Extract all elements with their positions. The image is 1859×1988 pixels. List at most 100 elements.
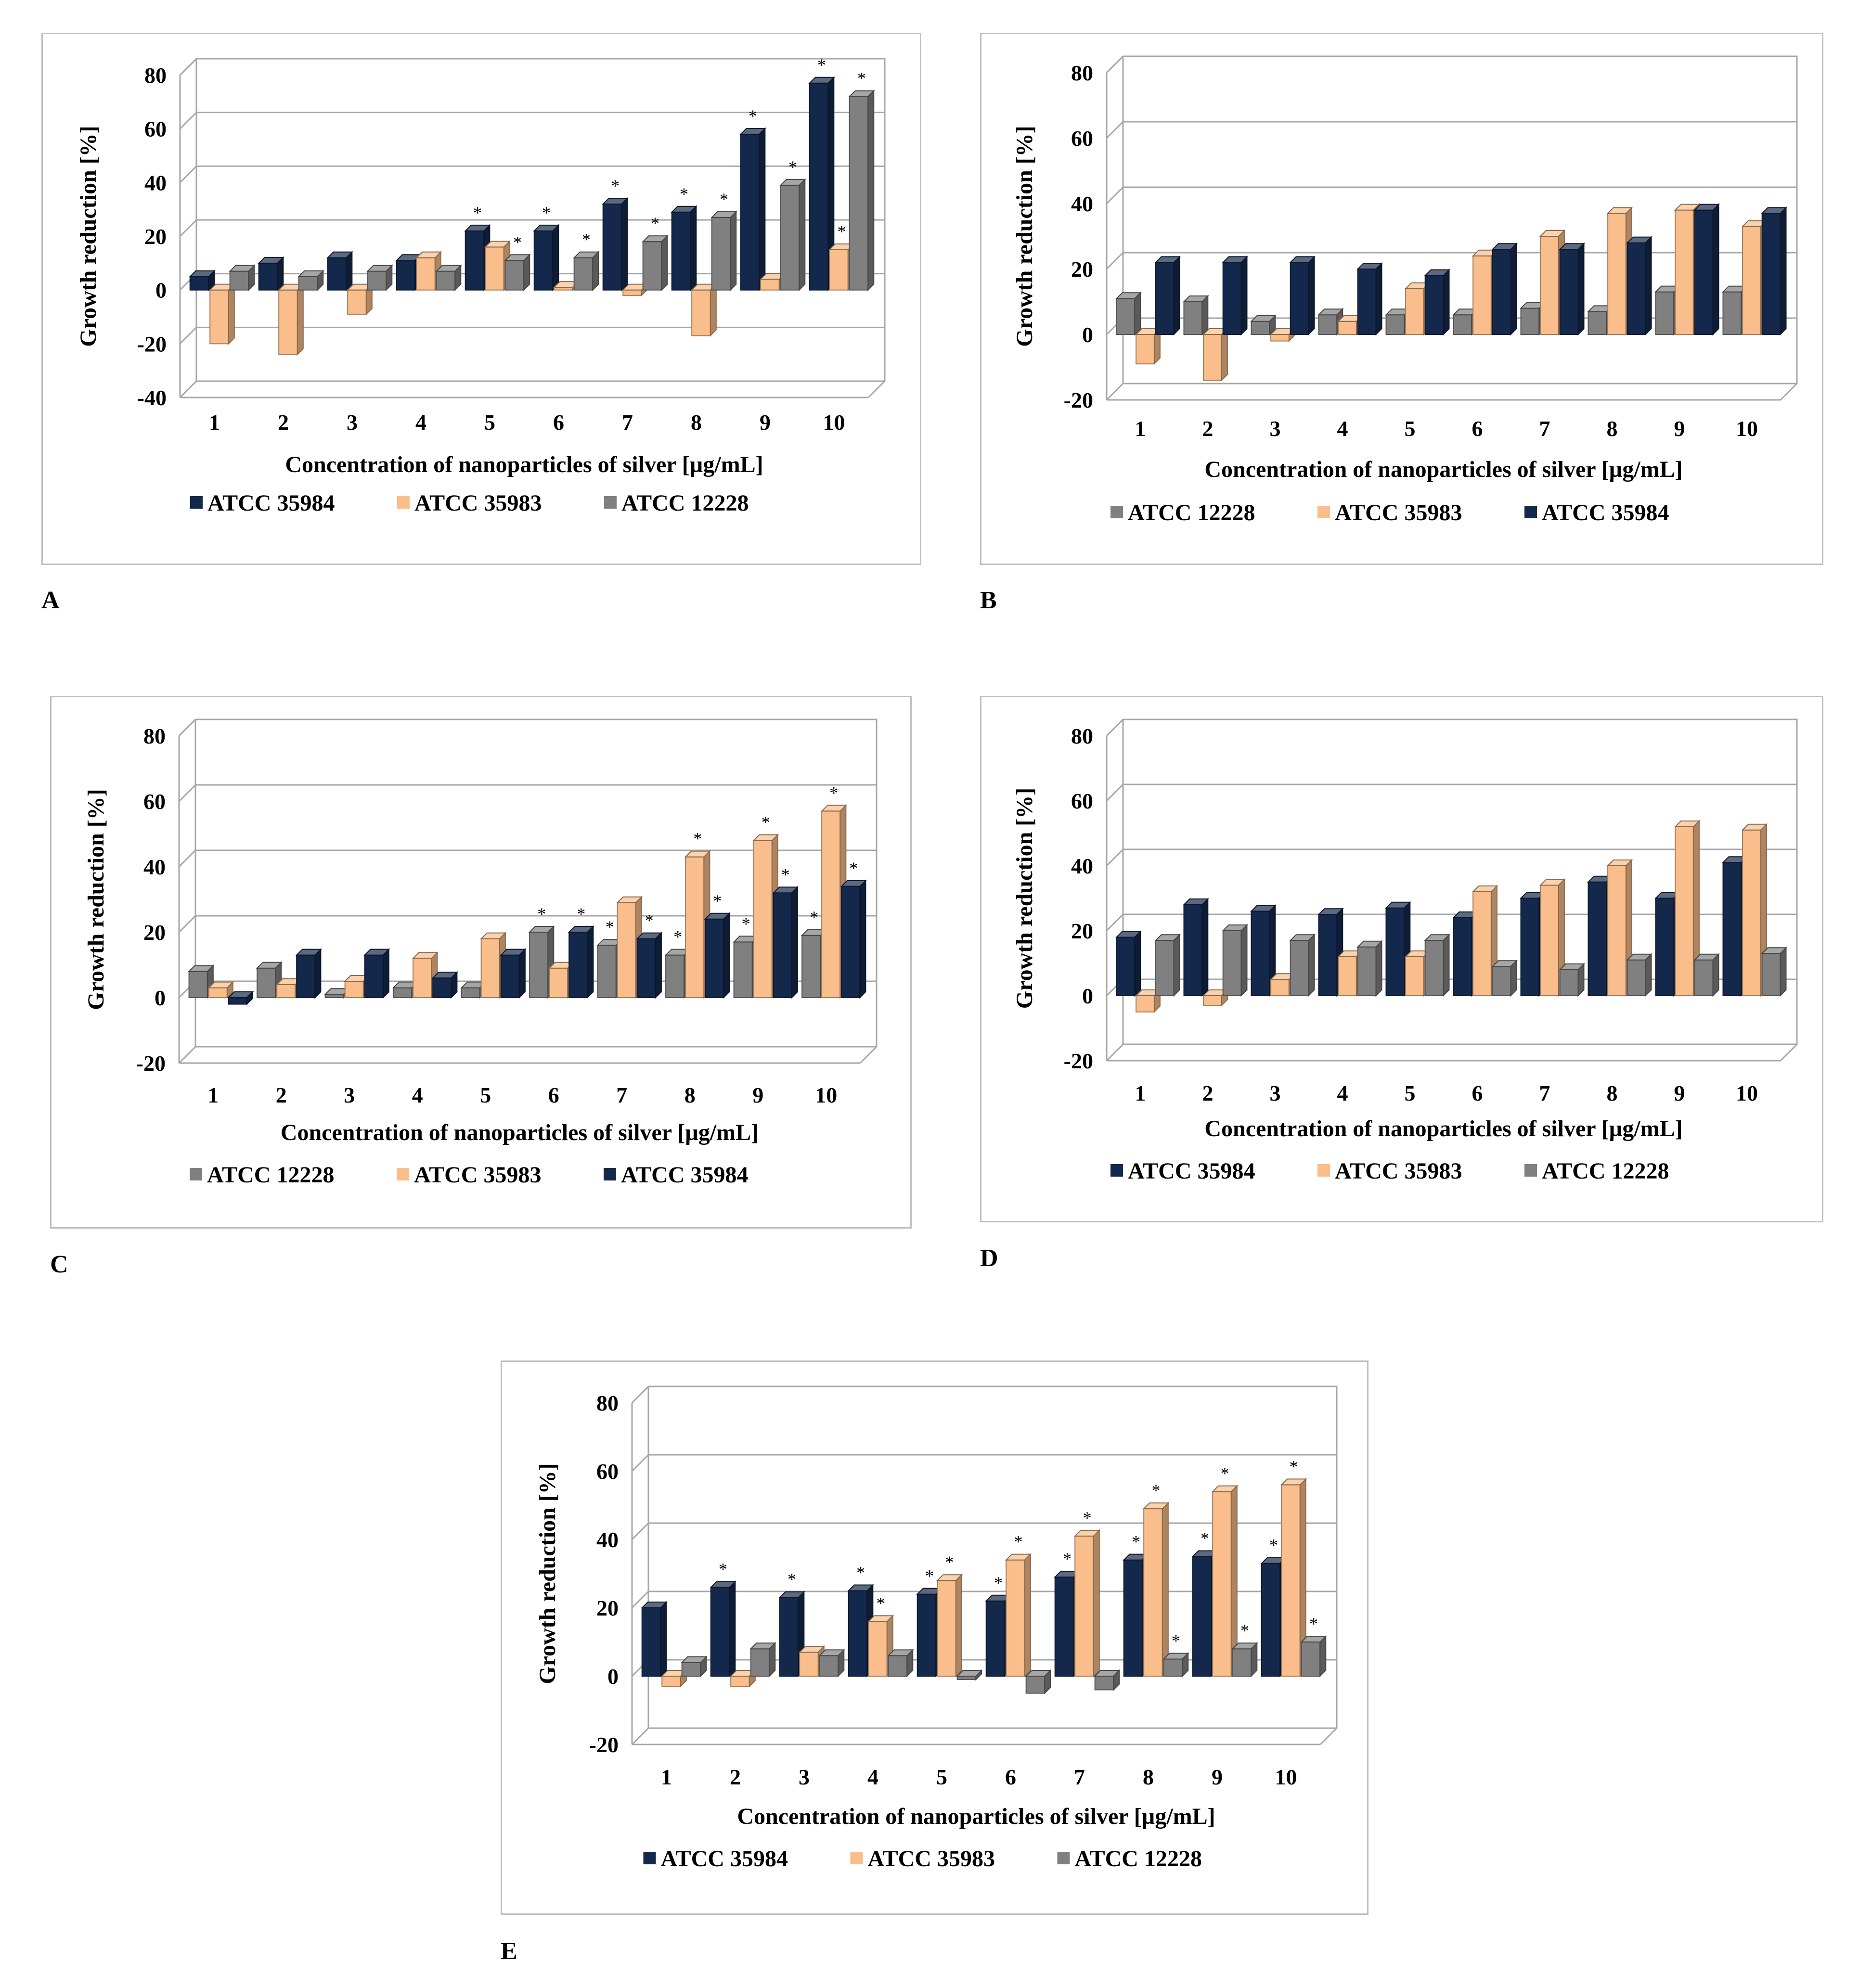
- chart-b-bar-face-atcc-35983-10: [1742, 226, 1761, 335]
- chart-d-bar-top-atcc-35983-9: [1674, 821, 1701, 827]
- chart-b-y-tick-label: 0: [1082, 322, 1093, 347]
- chart-b-x-tick-label: 8: [1607, 416, 1618, 441]
- chart-e-legend-swatch-atcc-35983: [850, 1852, 863, 1864]
- chart-e-bar-face-atcc-35983-3: [799, 1652, 819, 1677]
- chart-b-bar-face-atcc-35983-6: [1472, 255, 1492, 335]
- chart-c-bar-face-atcc-12228-10: [801, 935, 821, 998]
- chart-e-bar-top-atcc-12228-3: [818, 1649, 845, 1656]
- chart-b-x-tick-label: 7: [1539, 416, 1550, 441]
- chart-e-y-tick-label: 40: [596, 1527, 619, 1552]
- chart-d-gridline-side: [1106, 913, 1124, 932]
- chart-d-bar-atcc-12228-6: [1491, 959, 1518, 997]
- chart-d-bar-top-atcc-12228-1: [1154, 934, 1181, 941]
- chart-d-bar-face-atcc-12228-4: [1357, 946, 1377, 996]
- chart-d-gridline-side: [1106, 718, 1124, 737]
- chart-d-bar-side-atcc-12228-9: [1712, 953, 1719, 997]
- chart-c-bar-face-atcc-35983-7: [617, 902, 636, 998]
- chart-c-significance-star-atcc-12228-9: *: [742, 914, 750, 933]
- chart-c-significance-star-atcc-12228-7: *: [606, 917, 614, 936]
- chart-c-bar-face-atcc-35984-2: [296, 954, 316, 998]
- chart-e-bar-top-atcc-12228-6: [1025, 1670, 1052, 1677]
- chart-c-bar-top-atcc-35984-4: [431, 972, 458, 979]
- chart-d-bar-top-atcc-35983-8: [1606, 859, 1633, 866]
- chart-d-bar-top-atcc-35984-3: [1250, 905, 1277, 912]
- chart-d-legend-swatch-atcc-35984: [1110, 1164, 1123, 1177]
- chart-e-significance-star-atcc-35984-5: *: [925, 1566, 934, 1586]
- chart-d-y-tick-label: 20: [1071, 919, 1093, 943]
- chart-c-svg: -20 0 20 40 60 80 1 2 3 4 5 * * 6 * * 7 * * * 8 * * * 9 * * * 10 Conc…: [83, 718, 878, 1188]
- chart-c-gridline-side: [178, 849, 196, 868]
- chart-e-significance-star-atcc-35984-7: *: [1063, 1549, 1072, 1568]
- chart-d-bar-face-atcc-35983-10: [1742, 829, 1761, 996]
- chart-c-bar-atcc-35984-5: [500, 948, 527, 999]
- chart-b-bar-face-atcc-35983-8: [1607, 213, 1627, 335]
- chart-e-bar-top-atcc-35984-1: [641, 1602, 668, 1608]
- chart-a-bar-face-atcc-35984-1: [189, 276, 209, 291]
- chart-a-bar-atcc-12228-9: [779, 178, 806, 292]
- chart-c-bar-atcc-35984-1: [227, 990, 254, 1006]
- chart-b-bar-atcc-35983-2: [1202, 327, 1229, 382]
- chart-e-bar-top-atcc-12228-8: [1162, 1653, 1189, 1660]
- chart-e-bar-atcc-12228-8: [1162, 1652, 1189, 1678]
- chart-d-legend-label-atcc-12228: ATCC 12228: [1542, 1158, 1669, 1184]
- chart-b-bar-atcc-35984-8: [1626, 236, 1652, 336]
- chart-b-x-tick-label: 5: [1405, 416, 1416, 441]
- chart-a-bar-atcc-35984-6: [533, 224, 560, 292]
- chart-b-legend-label-atcc-12228: ATCC 12228: [1128, 500, 1255, 526]
- chart-b-bar-top-atcc-35983-8: [1606, 207, 1633, 214]
- chart-a-y-tick-label: 0: [155, 278, 167, 303]
- chart-b-bar-side-atcc-35984-2: [1240, 255, 1248, 336]
- chart-e-legend-label-atcc-12228: ATCC 12228: [1075, 1846, 1202, 1872]
- chart-a-significance-star-atcc-35984-6: *: [542, 203, 551, 222]
- chart-e-bar-face-atcc-35983-6: [1006, 1559, 1025, 1677]
- chart-a-bar-top-atcc-12228-9: [779, 179, 806, 186]
- chart-e-bar-top-atcc-35983-8: [1142, 1502, 1170, 1510]
- chart-c-bar-face-atcc-35984-5: [500, 954, 520, 998]
- chart-e-bar-side-atcc-35983-5: [955, 1573, 962, 1678]
- chart-c-gridline-side: [178, 1046, 196, 1064]
- chart-e-bar-face-atcc-12228-10: [1301, 1642, 1321, 1677]
- chart-e-x-axis-title: Concentration of nanoparticles of silver…: [737, 1804, 1215, 1829]
- chart-b-x-tick-label: 9: [1674, 416, 1685, 441]
- chart-c-y-tick-label: 60: [143, 789, 166, 814]
- chart-c-legend-label-atcc-12228: ATCC 12228: [207, 1162, 334, 1188]
- chart-b-gridline-side: [1106, 252, 1124, 270]
- chart-c-bar-atcc-35983-7: [616, 896, 643, 999]
- chart-e-bar-face-atcc-35983-7: [1074, 1535, 1094, 1677]
- chart-e-bar-side-atcc-35983-8: [1162, 1501, 1169, 1678]
- chart-e-bar-face-atcc-35984-2: [710, 1587, 730, 1677]
- chart-b-bar-face-atcc-35983-7: [1540, 236, 1559, 335]
- chart-c-legend-label-atcc-35983: ATCC 35983: [414, 1162, 541, 1188]
- chart-a-bar-face-atcc-35983-7: [622, 289, 642, 296]
- chart-a-bar-top-atcc-12228-3: [366, 265, 393, 272]
- chart-b-bar-face-atcc-35983-1: [1136, 334, 1155, 365]
- chart-c-legend-swatch-atcc-12228: [190, 1168, 202, 1180]
- chart-d-bar-atcc-35984-5: [1385, 901, 1411, 997]
- chart-a-svg: -40 -20 0 20 40 60 80 1 2 3 4 * * 5 * * 6 * * 7 * * 8 * * 9 * * * 10 C…: [76, 55, 886, 516]
- panel-label-c: C: [50, 1251, 68, 1278]
- chart-d-bar-face-atcc-35983-6: [1472, 891, 1492, 996]
- chart-b-bar-top-atcc-12228-1: [1115, 292, 1142, 299]
- chart-e-bar-face-atcc-35984-5: [917, 1593, 937, 1677]
- chart-c-y-tick-label: 40: [143, 855, 166, 879]
- chart-b-bar-atcc-35984-2: [1222, 255, 1248, 336]
- chart-c-significance-star-atcc-12228-10: *: [810, 908, 818, 927]
- chart-c-bar-top-atcc-35983-1: [207, 981, 234, 988]
- chart-c-bar-top-atcc-35984-8: [704, 912, 731, 920]
- chart-e-bar-top-atcc-35984-2: [710, 1581, 736, 1588]
- chart-c-bar-face-atcc-12228-2: [257, 967, 276, 998]
- chart-c-bar-face-atcc-35984-10: [841, 885, 861, 998]
- chart-d-bar-side-atcc-12228-1: [1173, 933, 1180, 997]
- chart-c-gridline-side: [178, 784, 196, 802]
- chart-c-bar-face-atcc-35983-4: [413, 958, 432, 999]
- chart-d-bar-face-atcc-35984-4: [1318, 914, 1338, 996]
- chart-a-bar-atcc-35984-8: [671, 205, 697, 292]
- chart-b-bar-top-atcc-12228-4: [1317, 308, 1344, 316]
- chart-a-bar-atcc-12228-10: [848, 90, 875, 292]
- chart-e-x-tick-label: 7: [1074, 1765, 1085, 1789]
- chart-b-y-tick-label: -20: [1064, 388, 1093, 412]
- chart-b-bar-side-atcc-35983-2: [1221, 327, 1228, 382]
- chart-a-gridline-side: [179, 58, 197, 76]
- chart-a-legend-label-atcc-35984: ATCC 35984: [207, 490, 335, 516]
- chart-c-bar-face-atcc-12228-6: [529, 932, 549, 998]
